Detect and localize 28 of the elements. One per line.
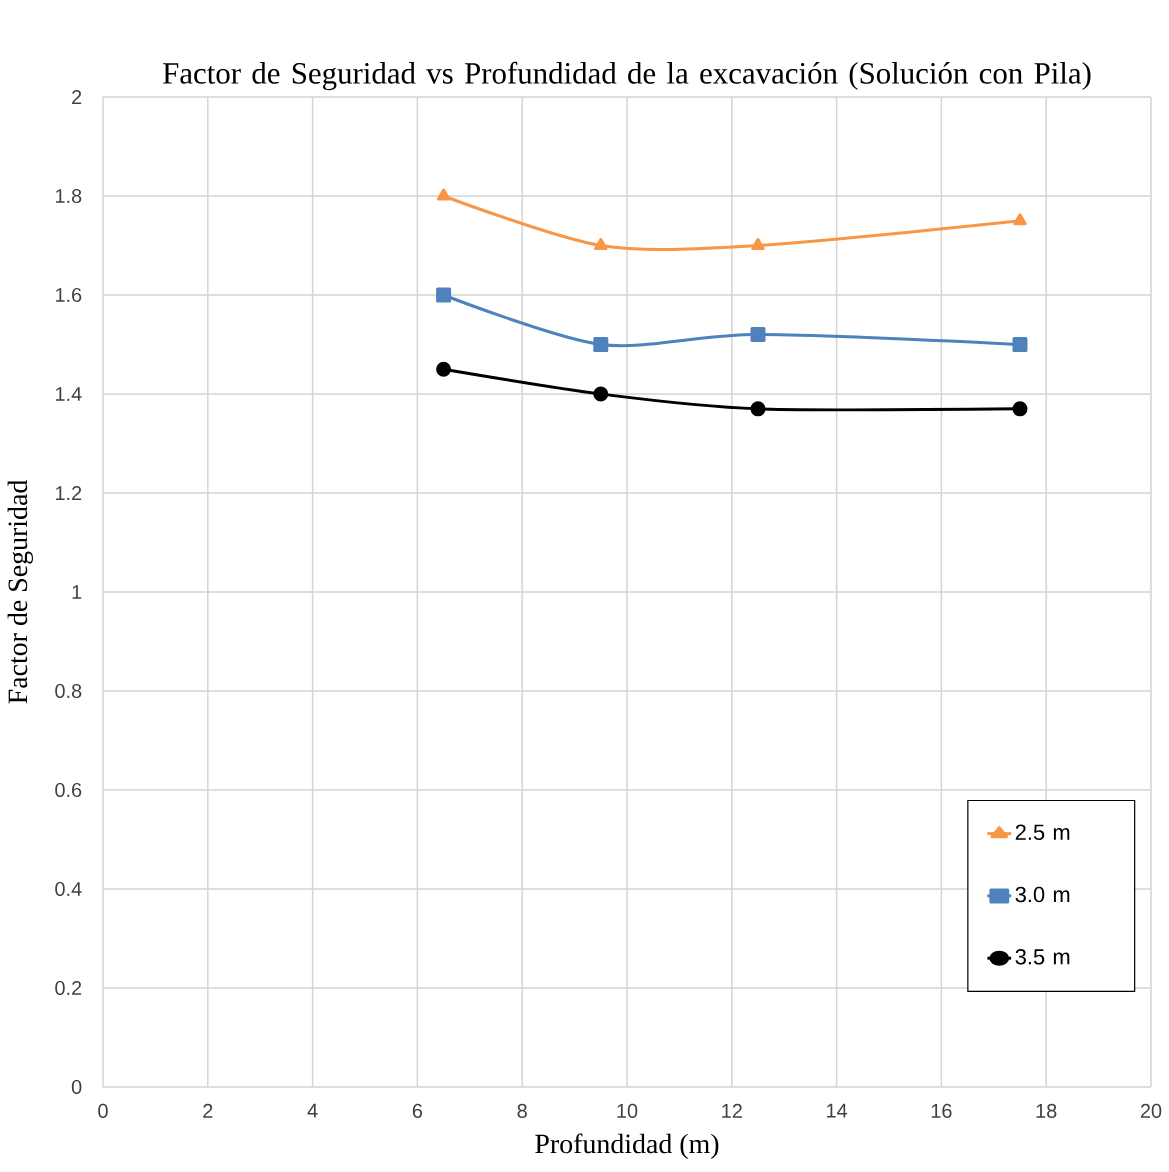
chart-title: Factor de Seguridad vs Profundidad de la excavación (Solución con Pila): [163, 61, 1091, 91]
y-tick-label: 1.4: [56, 387, 82, 401]
x-tick-label: 10: [617, 1103, 638, 1118]
x-tick-label: 16: [931, 1103, 952, 1118]
legend-label: 3.0 m: [1015, 886, 1070, 903]
y-tick-label: 1: [72, 585, 82, 599]
legend-label: 3.5 m: [1015, 949, 1070, 965]
x-tick-label: 4: [307, 1103, 318, 1118]
y-tick-label: 0.8: [55, 683, 82, 699]
y-axis-title: Factor de Seguridad: [7, 479, 34, 704]
x-axis-title: Profundidad (m): [535, 1133, 719, 1159]
y-tick-label: 2: [72, 90, 82, 104]
x-tick-label: 6: [413, 1103, 423, 1118]
x-tick-label: 20: [1141, 1103, 1162, 1118]
y-tick-label: 0.4: [55, 881, 82, 897]
x-tick-label: 12: [722, 1103, 743, 1118]
legend-label: 2.5 m: [1015, 824, 1070, 841]
x-tick-label: 14: [827, 1103, 848, 1118]
y-tick-label: 0.6: [55, 782, 82, 798]
y-tick-label: 0: [72, 1079, 82, 1095]
y-tick-label: 1.2: [56, 486, 82, 500]
x-tick-label: 18: [1036, 1103, 1057, 1118]
x-tick-label: 0: [98, 1103, 108, 1118]
y-tick-label: 1.6: [56, 287, 82, 303]
y-tick-label: 1.8: [56, 188, 82, 204]
x-tick-label: 8: [517, 1103, 528, 1118]
x-tick-label: 2: [203, 1103, 213, 1118]
y-tick-label: 0.2: [55, 980, 82, 996]
